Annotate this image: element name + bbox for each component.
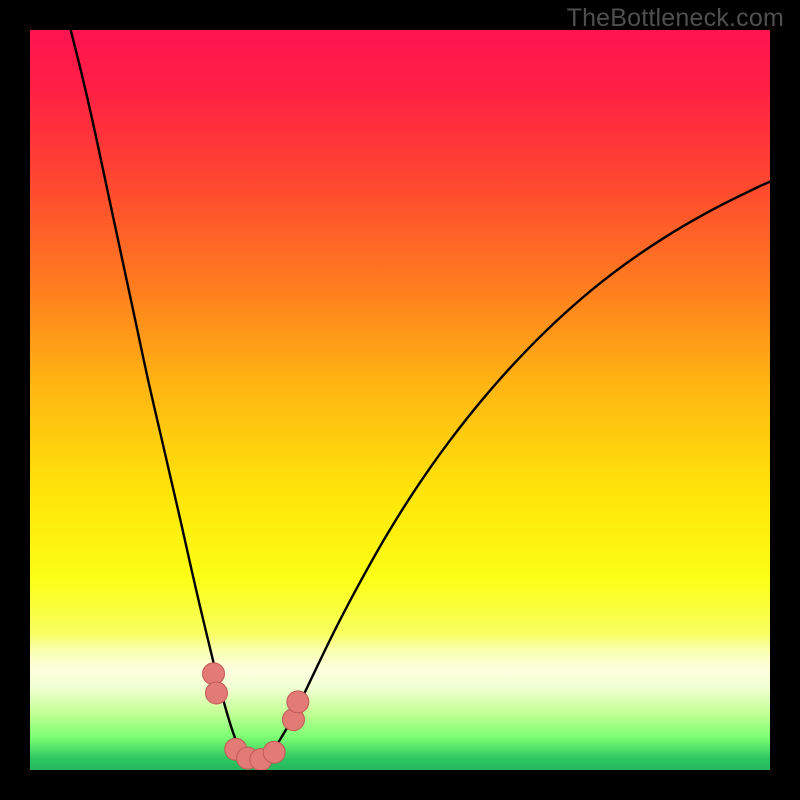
valley-marker [263, 741, 285, 763]
valley-marker [203, 663, 225, 685]
valley-marker [205, 682, 227, 704]
gradient-background [30, 30, 770, 770]
valley-marker [287, 691, 309, 713]
watermark-text: TheBottleneck.com [567, 4, 784, 33]
plot-svg [30, 30, 770, 770]
chart-frame: TheBottleneck.com [0, 0, 800, 800]
